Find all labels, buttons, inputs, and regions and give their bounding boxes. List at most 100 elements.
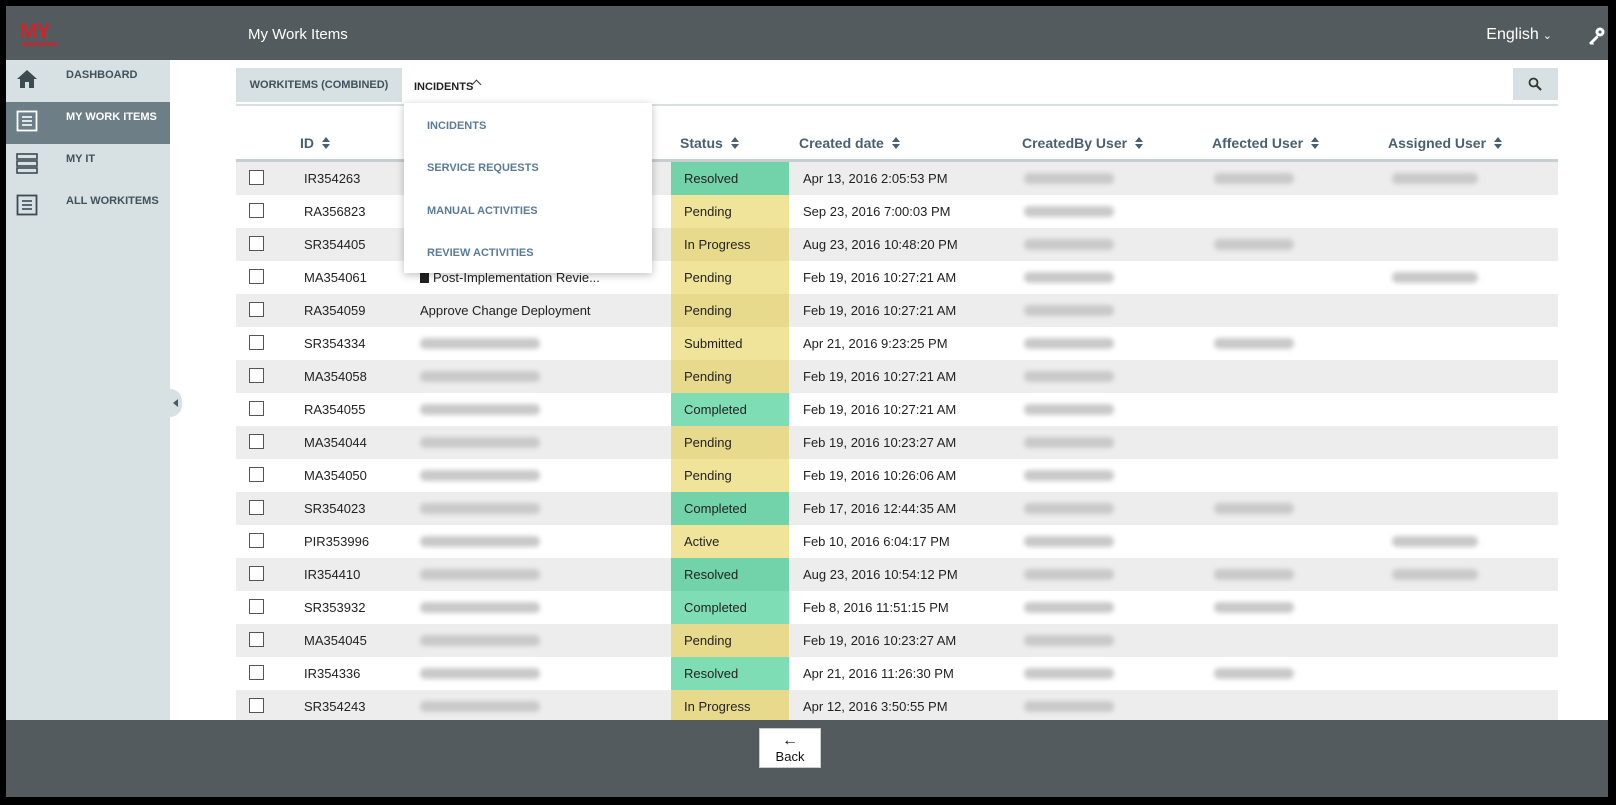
table-row[interactable]: IR354336 Resolved Apr 21, 2016 11:26:30 PM xyxy=(236,657,1558,690)
key-icon[interactable] xyxy=(1586,26,1606,46)
column-header-affected-user[interactable]: Affected User xyxy=(1212,135,1320,151)
table-row[interactable]: MA354044 Pending Feb 19, 2016 10:23:27 AM xyxy=(236,426,1558,459)
menu-item-review-activities[interactable]: REVIEW ACTIVITIES xyxy=(427,247,534,259)
table-row[interactable]: SR354023 Completed Feb 17, 2016 12:44:35 A… xyxy=(236,492,1558,525)
table-row[interactable]: RA354055 Completed Feb 19, 2016 10:27:21 A… xyxy=(236,393,1558,426)
menu-item-manual-activities[interactable]: MANUAL ACTIVITIES xyxy=(427,205,538,217)
sidebar-item-label: MY WORK ITEMS xyxy=(66,111,157,123)
search-button[interactable] xyxy=(1513,68,1558,100)
column-label: Assigned User xyxy=(1388,135,1487,151)
sort-icon[interactable] xyxy=(322,137,330,149)
column-header-createdby-user[interactable]: CreatedBy User xyxy=(1022,135,1144,151)
column-header-id[interactable]: ID xyxy=(300,135,330,151)
table-row[interactable]: SR354243 In Progress Apr 12, 2016 3:50:55 … xyxy=(236,690,1558,723)
row-checkbox[interactable] xyxy=(249,500,264,515)
search-icon xyxy=(1528,77,1542,91)
sort-icon[interactable] xyxy=(891,137,900,149)
row-checkbox[interactable] xyxy=(249,401,264,416)
sidebar-item-my-it[interactable]: MY IT xyxy=(6,144,170,186)
back-button[interactable]: ← Back xyxy=(759,728,821,768)
table-row[interactable]: IR354410 Resolved Aug 23, 2016 10:54:12 PM xyxy=(236,558,1558,591)
row-checkbox[interactable] xyxy=(249,698,264,713)
status-badge: Active xyxy=(671,525,789,558)
workitem-id[interactable]: IR354263 xyxy=(304,171,361,186)
menu-item-service-requests[interactable]: SERVICE REQUESTS xyxy=(427,162,539,174)
column-header-status[interactable]: Status xyxy=(680,135,739,151)
workitem-id[interactable]: RA354055 xyxy=(304,402,366,417)
language-selector[interactable]: English ⌄ xyxy=(1486,26,1552,44)
column-label: CreatedBy User xyxy=(1022,135,1128,151)
table-row[interactable]: PIR353996 Active Feb 10, 2016 6:04:17 PM xyxy=(236,525,1558,558)
app-logo[interactable]: MY xyxy=(20,20,50,43)
workitem-id[interactable]: MA354044 xyxy=(304,435,367,450)
sidebar-item-all-workitems[interactable]: ALL WORKITEMS xyxy=(6,186,170,228)
workitem-title[interactable]: Approve Change Deployment xyxy=(420,303,591,318)
tab-incidents[interactable]: INCIDENTS xyxy=(414,81,474,93)
sidebar-collapse-handle[interactable] xyxy=(170,389,182,417)
row-checkbox[interactable] xyxy=(249,170,264,185)
workitem-tabs: WORKITEMS (COMBINED) INCIDENTS xyxy=(236,68,1558,106)
workitem-id[interactable]: SR354023 xyxy=(304,501,366,516)
workitem-title-text: Approve Change Deployment xyxy=(420,303,591,318)
sort-icon[interactable] xyxy=(730,137,739,149)
row-checkbox[interactable] xyxy=(249,236,264,251)
table-row[interactable]: MA354050 Pending Feb 19, 2016 10:26:06 AM xyxy=(236,459,1558,492)
workitem-id[interactable]: SR354243 xyxy=(304,699,366,714)
row-checkbox[interactable] xyxy=(249,632,264,647)
redacted-createdby-user xyxy=(1024,371,1114,382)
row-checkbox[interactable] xyxy=(249,335,264,350)
workitem-title[interactable]: Post-Implementation Revie... xyxy=(420,270,600,285)
table-row[interactable]: MA354061 Post-Implementation Revie... Pend… xyxy=(236,261,1558,294)
row-checkbox[interactable] xyxy=(249,533,264,548)
workitem-id[interactable]: RA354059 xyxy=(304,303,366,318)
workitem-id[interactable]: RA356823 xyxy=(304,204,366,219)
row-checkbox[interactable] xyxy=(249,467,264,482)
sort-icon[interactable] xyxy=(1311,137,1320,149)
table-row[interactable]: RA354059 Approve Change Deployment Pending… xyxy=(236,294,1558,327)
sidebar-item-my-work-items[interactable]: MY WORK ITEMS xyxy=(6,102,170,144)
menu-item-incidents[interactable]: INCIDENTS xyxy=(427,120,487,132)
table-row[interactable]: MA354045 Pending Feb 19, 2016 10:23:27 AM xyxy=(236,624,1558,657)
created-date: Feb 8, 2016 11:51:15 PM xyxy=(803,600,949,615)
created-date: Aug 23, 2016 10:54:12 PM xyxy=(803,567,958,582)
workitem-id[interactable]: MA354061 xyxy=(304,270,367,285)
sort-icon[interactable] xyxy=(1494,137,1503,149)
row-checkbox[interactable] xyxy=(249,302,264,317)
table-row[interactable]: SR354334 Submitted Apr 21, 2016 9:23:25 PM xyxy=(236,327,1558,360)
workitem-id[interactable]: PIR353996 xyxy=(304,534,370,549)
server-icon xyxy=(16,153,38,174)
table-row[interactable]: MA354058 Pending Feb 19, 2016 10:27:21 AM xyxy=(236,360,1558,393)
redacted-assigned-user xyxy=(1392,173,1478,184)
row-checkbox[interactable] xyxy=(249,566,264,581)
redacted-createdby-user xyxy=(1024,437,1114,448)
row-checkbox[interactable] xyxy=(249,368,264,383)
table-row[interactable]: RA356823 Pending Sep 23, 2016 7:00:03 PM xyxy=(236,195,1558,228)
column-header-assigned-user[interactable]: Assigned User xyxy=(1388,135,1503,151)
redacted-title xyxy=(420,635,540,646)
workitem-id[interactable]: SR353932 xyxy=(304,600,366,615)
tab-workitems-combined[interactable]: WORKITEMS (COMBINED) xyxy=(236,68,402,102)
table-row[interactable]: SR353932 Completed Feb 8, 2016 11:51:15 PM xyxy=(236,591,1558,624)
row-checkbox[interactable] xyxy=(249,269,264,284)
row-checkbox[interactable] xyxy=(249,434,264,449)
workitem-id[interactable]: SR354405 xyxy=(304,237,366,252)
redacted-title xyxy=(420,470,540,481)
row-checkbox[interactable] xyxy=(249,665,264,680)
sidebar-item-label: DASHBOARD xyxy=(66,69,138,81)
workitem-id[interactable]: SR354334 xyxy=(304,336,366,351)
redacted-createdby-user xyxy=(1024,569,1114,580)
row-checkbox[interactable] xyxy=(249,599,264,614)
language-label: English xyxy=(1486,26,1539,43)
column-header-created-date[interactable]: Created date xyxy=(799,135,900,151)
redacted-title xyxy=(420,701,540,712)
workitem-id[interactable]: IR354410 xyxy=(304,567,361,582)
sidebar-item-label: MY IT xyxy=(66,153,96,165)
sort-icon[interactable] xyxy=(1135,137,1144,149)
workitem-id[interactable]: MA354058 xyxy=(304,369,367,384)
redacted-createdby-user xyxy=(1024,206,1114,217)
workitem-id[interactable]: MA354045 xyxy=(304,633,367,648)
workitem-id[interactable]: MA354050 xyxy=(304,468,367,483)
sidebar-item-dashboard[interactable]: DASHBOARD xyxy=(6,60,170,102)
row-checkbox[interactable] xyxy=(249,203,264,218)
workitem-id[interactable]: IR354336 xyxy=(304,666,361,681)
